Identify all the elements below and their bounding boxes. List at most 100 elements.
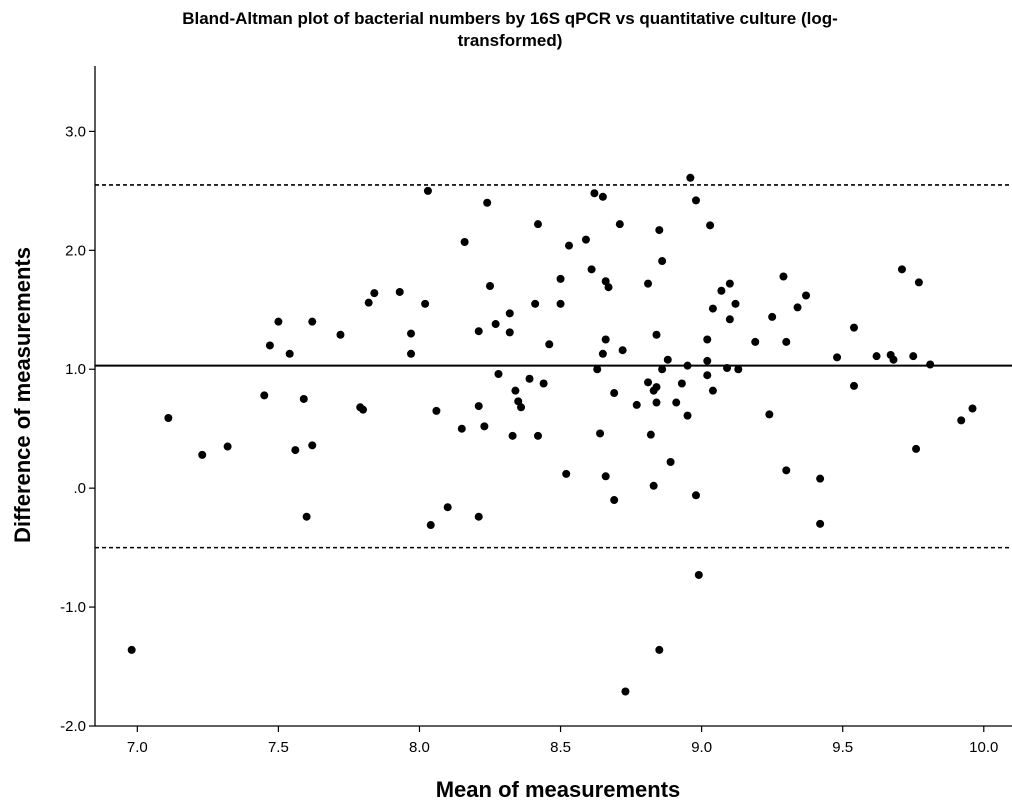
data-point	[370, 289, 379, 298]
data-point	[525, 374, 534, 383]
data-point	[691, 491, 700, 500]
data-point	[725, 315, 734, 324]
data-point	[302, 512, 311, 521]
data-point	[683, 411, 692, 420]
data-point	[782, 337, 791, 346]
data-point	[618, 346, 627, 355]
data-point	[562, 469, 571, 478]
data-point	[299, 394, 308, 403]
data-point	[968, 404, 977, 413]
data-point	[460, 238, 469, 246]
data-point	[421, 299, 430, 308]
data-point	[407, 329, 416, 338]
data-point	[601, 335, 610, 344]
x-tick-label: 9.0	[691, 739, 712, 756]
data-point	[655, 645, 664, 654]
data-point	[598, 349, 607, 358]
data-point	[686, 173, 695, 182]
data-points	[127, 173, 977, 696]
data-point	[364, 298, 373, 307]
data-point	[691, 196, 700, 205]
y-tick-label: -1.0	[60, 599, 86, 616]
data-point	[432, 406, 441, 415]
y-tick-label: .0	[73, 480, 86, 497]
data-point	[514, 397, 523, 406]
data-point	[655, 226, 664, 235]
data-point	[474, 512, 483, 521]
reference-lines	[95, 184, 1012, 549]
data-point	[457, 424, 466, 433]
data-point	[897, 265, 906, 274]
data-point	[912, 444, 921, 453]
data-point	[587, 265, 596, 274]
data-point	[782, 466, 791, 475]
data-point	[601, 472, 610, 481]
data-point	[646, 430, 655, 439]
data-point	[511, 386, 520, 395]
y-tick-label: 2.0	[65, 242, 86, 259]
data-point	[336, 330, 345, 339]
data-point	[285, 349, 294, 358]
data-point	[291, 446, 300, 455]
data-point	[556, 299, 565, 308]
data-point	[816, 474, 825, 483]
data-point	[423, 186, 432, 195]
data-point	[802, 291, 811, 300]
data-point	[621, 687, 630, 696]
data-point	[486, 282, 495, 290]
data-point	[672, 398, 681, 407]
x-tick-label: 8.0	[409, 739, 430, 756]
data-point	[198, 450, 207, 459]
data-point	[533, 220, 542, 229]
data-point	[223, 442, 232, 451]
y-tick-label: 1.0	[65, 361, 86, 378]
data-point	[793, 303, 802, 312]
data-point	[480, 422, 489, 431]
data-point	[765, 410, 774, 419]
data-point	[610, 389, 619, 398]
data-point	[308, 317, 317, 326]
chart-title-line-1: Bland-Altman plot of bacterial numbers b…	[182, 9, 838, 28]
data-point	[443, 503, 452, 512]
data-point	[590, 189, 599, 198]
data-point	[508, 431, 517, 440]
data-point	[723, 364, 732, 373]
data-point	[407, 349, 416, 358]
data-point	[706, 221, 715, 230]
data-point	[652, 398, 661, 407]
data-point	[649, 481, 658, 490]
x-tick-label: 7.0	[127, 739, 148, 756]
data-point	[708, 304, 717, 313]
data-point	[505, 328, 514, 337]
data-point	[725, 279, 734, 288]
data-point	[632, 400, 641, 409]
data-point	[556, 274, 565, 283]
data-point	[694, 570, 703, 579]
data-point	[909, 352, 918, 361]
data-point	[604, 283, 613, 292]
data-point	[872, 352, 881, 361]
data-point	[533, 431, 542, 440]
data-point	[683, 361, 692, 370]
data-point	[658, 365, 667, 374]
data-point	[531, 299, 540, 308]
data-point	[359, 405, 368, 414]
data-point	[663, 355, 672, 364]
data-point	[491, 320, 500, 329]
data-point	[494, 370, 503, 378]
data-point	[849, 381, 858, 390]
data-point	[395, 287, 404, 296]
data-point	[598, 192, 607, 201]
data-point	[889, 355, 898, 364]
data-point	[717, 286, 726, 295]
data-point	[652, 383, 661, 392]
data-point	[581, 235, 590, 244]
data-point	[610, 496, 619, 505]
data-point	[703, 356, 712, 365]
data-point	[601, 277, 610, 286]
x-tick-label: 8.5	[550, 739, 571, 756]
y-axis-label: Difference of measurements	[10, 247, 35, 543]
chart-title: Bland-Altman plot of bacterial numbers b…	[60, 8, 960, 52]
data-point	[127, 645, 136, 654]
